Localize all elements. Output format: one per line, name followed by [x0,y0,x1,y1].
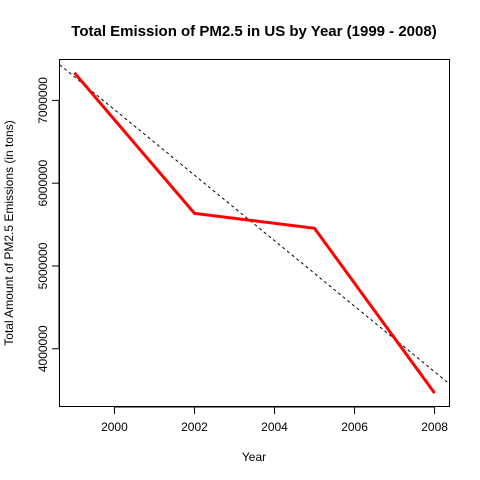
trend-line [59,64,450,385]
chart-title: Total Emission of PM2.5 in US by Year (1… [71,23,436,40]
y-tick-label-3: 7000000 [36,77,50,124]
y-tick-label-2: 6000000 [36,160,50,207]
y-axis-label: Total Amount of PM2.5 Emissions (in tons… [2,120,16,345]
axis-layer: 2000 2002 2004 2006 2008 4000000 5000000 600000… [36,77,448,434]
data-layer [59,64,450,394]
x-tick-label-0: 2000 [101,420,128,434]
y-tick-label-0: 4000000 [36,325,50,372]
y-tick-label-1: 5000000 [36,242,50,289]
x-tick-label-2: 2004 [261,420,288,434]
plot-frame [59,59,450,407]
x-tick-label-1: 2002 [181,420,208,434]
series-line-0 [73,71,436,394]
x-tick-label-4: 2008 [421,420,448,434]
x-tick-label-3: 2006 [341,420,368,434]
x-axis-label: Year [242,450,266,464]
